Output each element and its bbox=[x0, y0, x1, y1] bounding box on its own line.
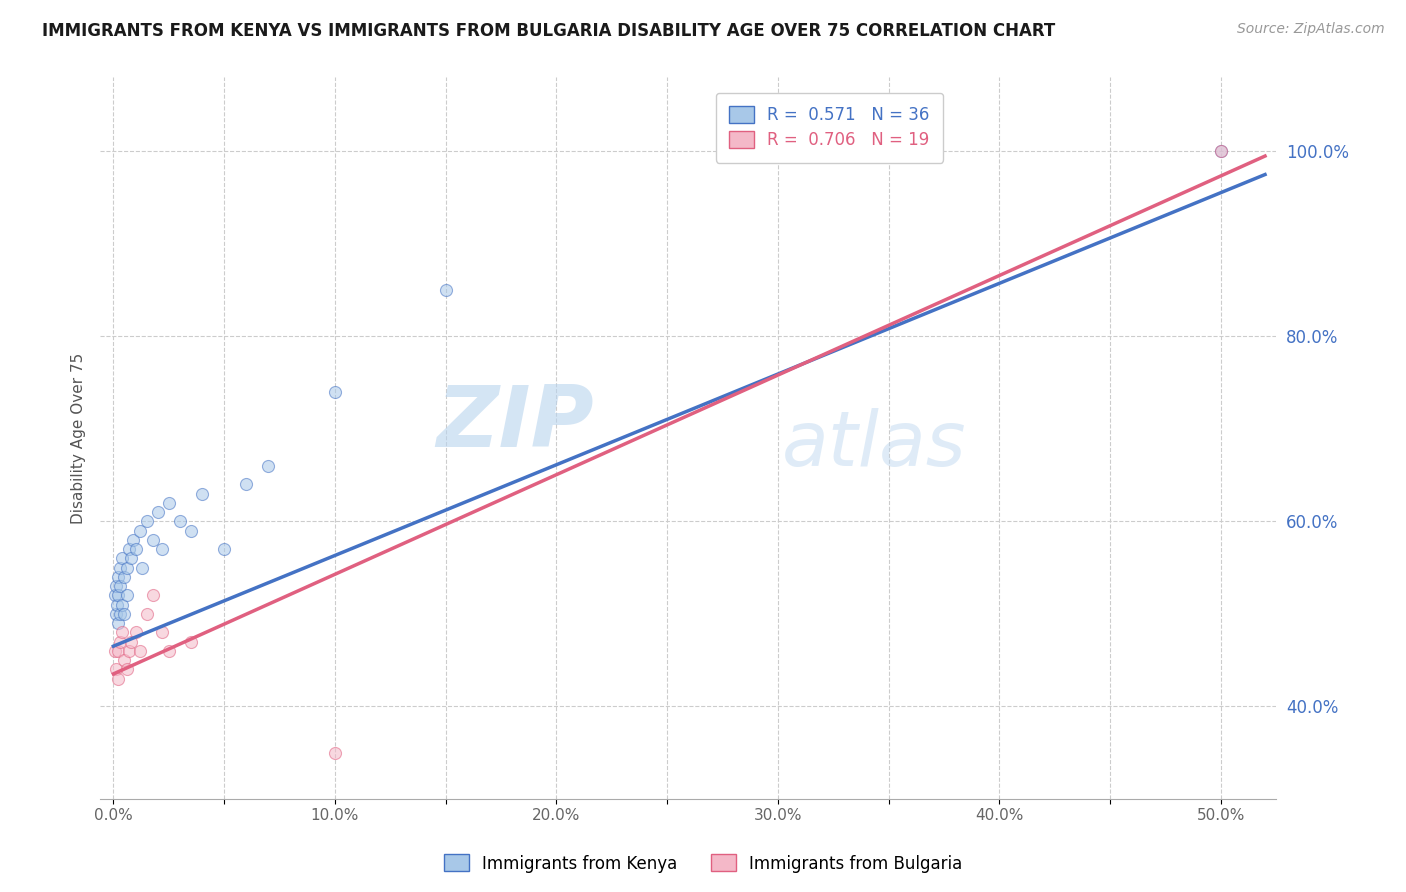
Point bbox=[107, 588, 129, 602]
Point bbox=[131, 560, 153, 574]
Point bbox=[1209, 145, 1232, 159]
Point bbox=[124, 542, 146, 557]
Point bbox=[146, 505, 169, 519]
Text: IMMIGRANTS FROM KENYA VS IMMIGRANTS FROM BULGARIA DISABILITY AGE OVER 75 CORRELA: IMMIGRANTS FROM KENYA VS IMMIGRANTS FROM… bbox=[42, 22, 1056, 40]
Point bbox=[111, 625, 134, 640]
Y-axis label: Disability Age Over 75: Disability Age Over 75 bbox=[72, 352, 86, 524]
Point bbox=[111, 598, 134, 612]
Point bbox=[135, 514, 157, 528]
Point bbox=[107, 672, 129, 686]
Point bbox=[180, 634, 202, 648]
Point bbox=[434, 283, 457, 297]
Point bbox=[115, 560, 138, 574]
Point bbox=[180, 524, 202, 538]
Text: ZIP: ZIP bbox=[436, 382, 595, 465]
Point bbox=[191, 486, 214, 500]
Point bbox=[104, 579, 127, 593]
Point bbox=[169, 514, 191, 528]
Point bbox=[122, 533, 145, 547]
Point bbox=[104, 662, 127, 676]
Point bbox=[114, 570, 136, 584]
Point bbox=[111, 551, 134, 566]
Point bbox=[129, 644, 152, 658]
Point bbox=[103, 644, 125, 658]
Point bbox=[257, 458, 280, 473]
Legend: R =  0.571   N = 36, R =  0.706   N = 19: R = 0.571 N = 36, R = 0.706 N = 19 bbox=[716, 93, 943, 162]
Point bbox=[108, 634, 131, 648]
Point bbox=[157, 496, 180, 510]
Point bbox=[323, 746, 346, 760]
Point bbox=[107, 644, 129, 658]
Text: atlas: atlas bbox=[782, 409, 967, 483]
Point bbox=[108, 579, 131, 593]
Point bbox=[212, 542, 235, 557]
Point bbox=[108, 560, 131, 574]
Point bbox=[142, 533, 165, 547]
Point bbox=[115, 588, 138, 602]
Point bbox=[108, 607, 131, 621]
Point bbox=[323, 384, 346, 399]
Point bbox=[129, 524, 152, 538]
Point bbox=[120, 551, 142, 566]
Point bbox=[105, 598, 128, 612]
Point bbox=[114, 607, 136, 621]
Point bbox=[114, 653, 136, 667]
Point bbox=[157, 644, 180, 658]
Point bbox=[150, 625, 173, 640]
Point bbox=[142, 588, 165, 602]
Point bbox=[120, 634, 142, 648]
Point bbox=[135, 607, 157, 621]
Legend: Immigrants from Kenya, Immigrants from Bulgaria: Immigrants from Kenya, Immigrants from B… bbox=[437, 847, 969, 880]
Point bbox=[1209, 145, 1232, 159]
Point bbox=[115, 662, 138, 676]
Text: Source: ZipAtlas.com: Source: ZipAtlas.com bbox=[1237, 22, 1385, 37]
Point bbox=[107, 570, 129, 584]
Point bbox=[124, 625, 146, 640]
Point bbox=[104, 607, 127, 621]
Point bbox=[235, 477, 257, 491]
Point bbox=[107, 615, 129, 630]
Point bbox=[118, 644, 141, 658]
Point bbox=[150, 542, 173, 557]
Point bbox=[118, 542, 141, 557]
Point bbox=[103, 588, 125, 602]
